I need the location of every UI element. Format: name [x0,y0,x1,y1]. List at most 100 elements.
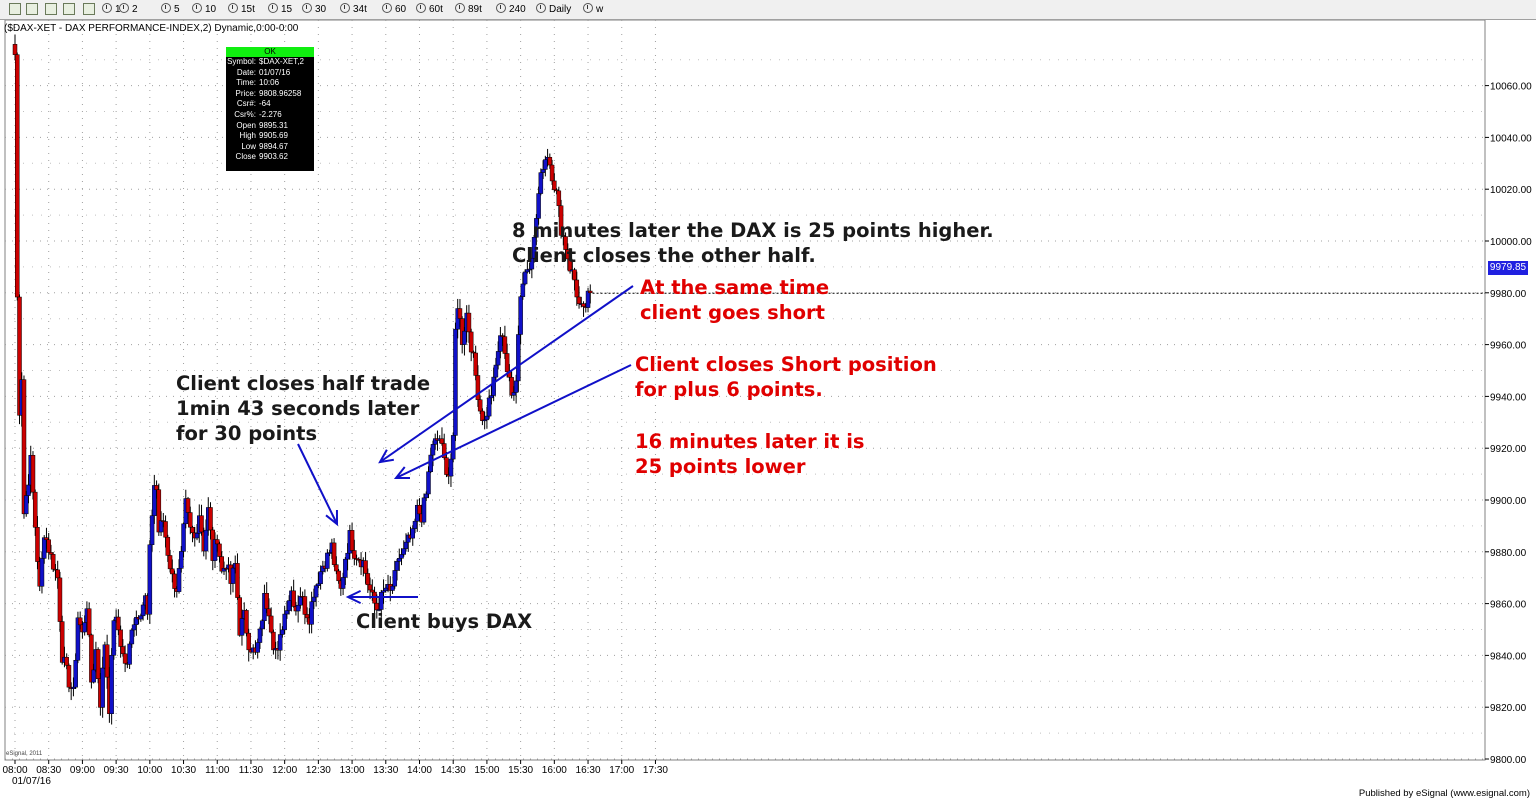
candle-up [399,554,404,559]
candle-down [349,530,355,551]
info-row: Csr%: -2.276 [234,109,282,119]
interval-button-240[interactable]: 240 [496,2,526,18]
candle-down [170,568,175,575]
candle-up [39,558,45,587]
interval-button-34t[interactable]: 34t [340,2,367,18]
arrow-closes-half-head [325,509,339,527]
info-row: Date: 01/07/16 [236,67,291,77]
candle-down [44,537,49,540]
candle-up [203,529,209,552]
interval-button-5[interactable]: 5 [161,2,180,18]
interval-button-1[interactable]: 1 [102,2,121,18]
x-tick-label: 15:00 [474,765,499,776]
copyright-text: eSignal, 2011 [6,751,43,757]
y-tick-label: 9820.00 [1490,703,1527,714]
interval-button-daily[interactable]: Daily [536,2,571,18]
candle-down [475,375,481,400]
candle-down [208,507,213,531]
candle-up [147,544,153,615]
candle-up [536,193,541,219]
candle-up [450,435,456,460]
interval-button-89t[interactable]: 89t [455,2,482,18]
candlestick-chart[interactable]: 9800.00 9820.00 9840.00 9860.00 9880.00 9900.… [0,20,1536,803]
interval-button-15[interactable]: 15 [268,2,292,18]
candle-up [484,415,490,421]
interval-button-30[interactable]: 30 [302,2,326,18]
info-row: Symbol: $DAX-XET,2 [227,57,304,66]
candle-down [444,457,449,475]
candle-down [118,629,123,647]
candle-down [352,550,357,559]
clock-icon [536,3,546,13]
arrow-buys-dax-head [345,590,362,604]
x-tick-label: 12:30 [306,765,331,776]
candle-up [453,328,458,436]
x-tick-label: 17:00 [609,765,634,776]
arrow-goes-short [379,285,634,463]
candle-up [313,585,319,598]
x-tick-label: 16:00 [542,765,567,776]
y-tick-label: 10000.00 [1490,237,1532,248]
candle-down [95,649,101,680]
x-tick-label: 12:00 [272,765,297,776]
candle-up [152,485,157,516]
y-tick-label: 9880.00 [1490,548,1527,559]
candle-down [271,631,276,651]
x-tick-label: 10:30 [171,765,196,776]
interval-button-15t[interactable]: 15t [228,2,255,18]
candle-up [585,290,591,308]
candle-up [111,620,117,656]
candle-up [181,523,186,552]
candle-up [295,604,301,612]
candle-up [255,642,260,653]
candle-up [282,613,287,631]
candle-down [268,615,274,633]
cursor-info-panel: OK Symbol: $DAX-XET,2 Date: 01/07/16 Time:… [226,47,314,171]
candle-up [520,283,526,297]
x-tick-label: 10:00 [137,765,162,776]
annotation-points-lower: 16 minutes later it is 25 points lower [635,430,865,478]
interval-button-weekly[interactable]: w [583,2,603,18]
y-tick-label: 9900.00 [1490,496,1527,507]
candle-down [77,617,83,626]
candle-up [513,380,519,393]
candle-up [392,570,398,587]
candle-down [12,44,18,55]
interval-button-2[interactable]: 2 [119,2,138,18]
candle-up [397,558,402,562]
x-tick-label: 09:30 [104,765,129,776]
y-tick-label: 9940.00 [1490,392,1527,403]
info-row: Low 9894.67 [241,141,288,151]
candle-up [298,596,303,606]
candle-up [91,669,96,683]
properties-icon[interactable] [83,3,95,15]
y-tick-label: 9980.00 [1490,289,1527,300]
candle-up [73,659,78,688]
arrow-closes-short-head [393,466,411,480]
clock-icon [228,3,238,13]
candle-up [239,618,245,636]
chart-toolbar: 1 2 5 10 15t 15 30 34t 60 60t 89t 240 Da… [0,0,1536,20]
candle-down [480,410,485,421]
interval-button-60t[interactable]: 60t [416,2,443,18]
candle-down [363,560,368,574]
candle-down [552,180,557,191]
candle-up [23,495,29,515]
interval-button-10[interactable]: 10 [192,2,216,18]
price-axis: 9800.00 9820.00 9840.00 9860.00 9880.00 9900.… [1485,82,1532,766]
bar-style-icon[interactable] [26,3,38,15]
candle-down [217,543,222,557]
candle-up [286,600,292,611]
plot-frame [4,20,1486,761]
x-tick-label: 14:30 [441,765,466,776]
x-tick-label: 16:30 [576,765,601,776]
candle-down [172,573,177,589]
save-icon[interactable] [45,3,57,15]
copy-icon[interactable] [63,3,75,15]
interval-button-60[interactable]: 60 [382,2,406,18]
time-axis: 08:00 08:30 09:00 09:30 10:00 10:30 11:00 11:30… [2,760,668,787]
chart-type-icon[interactable] [9,3,21,15]
candle-up [259,620,265,630]
candle-up [412,520,418,529]
candle-up [511,392,517,396]
